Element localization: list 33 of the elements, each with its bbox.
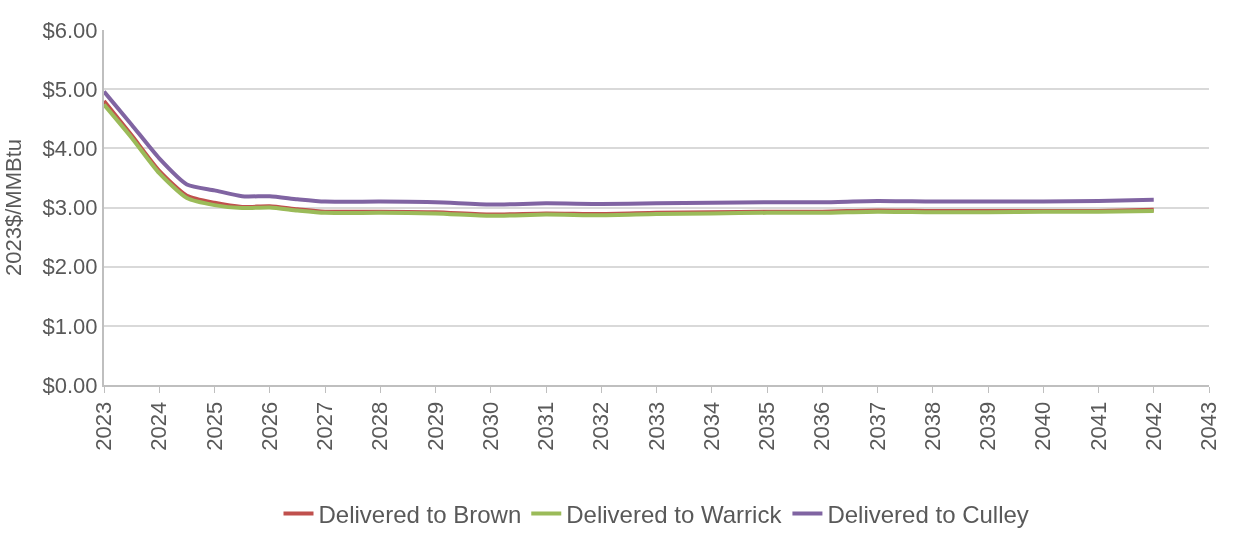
x-tick-label: 2035: [754, 401, 780, 451]
x-tick-label: 2036: [809, 401, 835, 451]
legend-label: Delivered to Culley: [827, 500, 1029, 528]
y-tick-label: $0.00: [42, 372, 98, 398]
x-tick-label: 2024: [146, 401, 172, 451]
x-tick-label: 2028: [367, 401, 393, 451]
x-tick-label: 2038: [919, 401, 945, 451]
line-series: [104, 89, 1156, 207]
x-tick-label: 2042: [1140, 401, 1166, 451]
x-tick-label: 2026: [256, 401, 282, 451]
legend-label: Delivered to Warrick: [566, 500, 783, 528]
x-tick-label: 2041: [1085, 401, 1111, 451]
x-tick-label: 2025: [201, 401, 227, 451]
x-tick-label: 2043: [1196, 401, 1222, 451]
y-tick-label: $2.00: [42, 254, 98, 280]
x-tick-label: 2034: [698, 401, 724, 451]
x-tick-label: 2030: [477, 401, 503, 451]
x-tick-label: 2033: [643, 401, 669, 451]
x-tick-label: 2027: [312, 401, 338, 451]
x-tick-label: 2023: [91, 401, 117, 451]
x-tick-label: 2029: [422, 401, 448, 451]
x-tick-label: 2031: [533, 401, 559, 451]
x-tick-label: 2039: [975, 401, 1001, 451]
x-tick-label: 2037: [864, 401, 890, 451]
x-tick-label: 2032: [588, 401, 614, 451]
legend-label: Delivered to Brown: [318, 500, 522, 528]
x-tick-label: 2040: [1030, 401, 1056, 451]
y-tick-label: $6.00: [42, 17, 98, 43]
y-tick-label: $3.00: [42, 195, 98, 221]
y-tick-label: $1.00: [42, 313, 98, 339]
y-axis-title: 2023$/MMBtu: [0, 139, 26, 276]
y-tick-label: $4.00: [42, 136, 98, 162]
y-tick-label: $5.00: [42, 76, 98, 102]
